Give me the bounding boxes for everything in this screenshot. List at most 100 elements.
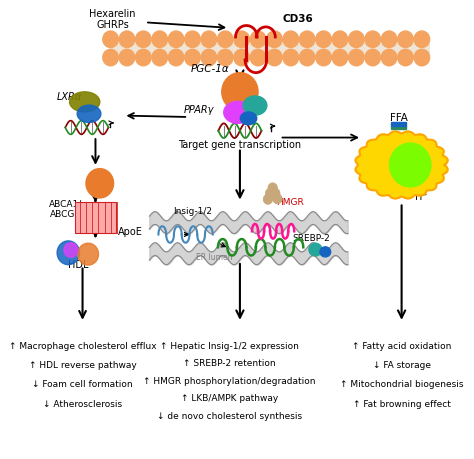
Circle shape [218,32,233,48]
Circle shape [152,32,167,48]
Text: CE: CE [92,179,107,189]
Circle shape [136,32,151,48]
Text: ATP: ATP [415,154,431,163]
Circle shape [414,32,429,48]
Circle shape [300,50,315,67]
Bar [110,40,429,58]
Text: ↓ Atherosclerosis: ↓ Atherosclerosis [43,399,122,408]
Circle shape [201,32,217,48]
Circle shape [265,189,275,199]
Circle shape [273,194,282,204]
Circle shape [300,32,315,48]
Text: ER lumen: ER lumen [196,252,232,261]
Text: FAO: FAO [373,156,396,166]
Circle shape [250,50,266,67]
Circle shape [390,144,431,188]
Text: CE: CE [91,180,106,190]
Circle shape [168,32,184,48]
Circle shape [414,50,429,67]
Ellipse shape [309,244,322,257]
Text: PPARγ: PPARγ [184,105,214,115]
Ellipse shape [243,97,267,116]
Text: ↑ Hepatic Insig-1/2 expression: ↑ Hepatic Insig-1/2 expression [160,341,299,350]
Text: ABCA1/
ABCG1: ABCA1/ ABCG1 [49,199,82,218]
Circle shape [382,50,397,67]
Circle shape [271,189,280,199]
Text: Ub: Ub [264,197,272,202]
Text: H⁺: H⁺ [415,192,428,202]
Circle shape [168,50,184,67]
Circle shape [398,32,413,48]
Text: CD36: CD36 [283,14,313,24]
Circle shape [64,243,78,258]
Circle shape [365,50,381,67]
Text: HDL: HDL [68,260,89,270]
Bar [75,202,116,233]
Circle shape [119,50,135,67]
Circle shape [119,32,135,48]
Circle shape [316,32,331,48]
Text: PGC-1α: PGC-1α [191,64,229,74]
Text: ↑ SREBP-2 retention: ↑ SREBP-2 retention [183,358,275,368]
Circle shape [103,32,118,48]
Ellipse shape [240,113,257,125]
Text: ↑ HDL reverse pathway: ↑ HDL reverse pathway [28,360,137,369]
Text: LXRα: LXRα [57,91,82,101]
Circle shape [185,32,200,48]
Circle shape [267,32,282,48]
Text: HMGR: HMGR [275,197,303,207]
Circle shape [103,50,118,67]
Circle shape [348,32,364,48]
Circle shape [332,32,348,48]
Circle shape [382,32,397,48]
Text: Hexarelin
GHRPs: Hexarelin GHRPs [90,9,136,30]
Text: TCA
cycle: TCA cycle [402,160,419,171]
Circle shape [263,195,273,205]
Text: Ub: Ub [269,186,276,191]
Ellipse shape [224,102,252,124]
Circle shape [185,50,200,67]
Text: Insig-1/2: Insig-1/2 [173,207,212,216]
Text: ↓ Foam cell formation: ↓ Foam cell formation [32,380,133,389]
Text: Ub: Ub [274,197,281,202]
Circle shape [316,50,331,67]
Text: ↓ de novo cholesterol synthesis: ↓ de novo cholesterol synthesis [156,411,302,420]
Circle shape [201,50,217,67]
Polygon shape [356,132,448,199]
Text: ↓ FA storage: ↓ FA storage [373,360,430,369]
Text: Ub: Ub [266,191,273,196]
Circle shape [136,50,151,67]
Text: Target gene transcription: Target gene transcription [178,140,301,150]
Bar [391,127,406,130]
Ellipse shape [70,93,100,113]
Text: ↑ Mitochondrial biogenesis: ↑ Mitochondrial biogenesis [340,380,464,389]
Text: ↑ Fat browning effect: ↑ Fat browning effect [353,399,451,408]
Ellipse shape [320,247,331,257]
Circle shape [57,241,80,265]
Text: ↑ Macrophage cholesterol efflux: ↑ Macrophage cholesterol efflux [9,341,156,350]
Text: ApoE: ApoE [118,226,142,236]
Circle shape [234,32,249,48]
Text: ↑ LKB/AMPK pathway: ↑ LKB/AMPK pathway [181,393,278,402]
Ellipse shape [77,106,101,123]
Circle shape [234,50,249,67]
Circle shape [398,50,413,67]
Circle shape [283,50,299,67]
Circle shape [222,73,258,112]
Text: ↑ HMGR phosphorylation/degradation: ↑ HMGR phosphorylation/degradation [143,376,315,385]
Text: Ub: Ub [272,191,279,196]
Circle shape [218,50,233,67]
Circle shape [267,50,282,67]
Circle shape [332,50,348,67]
Circle shape [86,169,114,198]
Bar [391,123,406,126]
Circle shape [78,244,99,266]
Text: FFA: FFA [390,113,408,123]
Text: SREBP-2: SREBP-2 [292,234,330,243]
Circle shape [348,50,364,67]
Circle shape [152,50,167,67]
Text: ↑ Fatty acid oxidation: ↑ Fatty acid oxidation [352,341,451,350]
Circle shape [283,32,299,48]
Circle shape [250,32,266,48]
Circle shape [365,32,381,48]
